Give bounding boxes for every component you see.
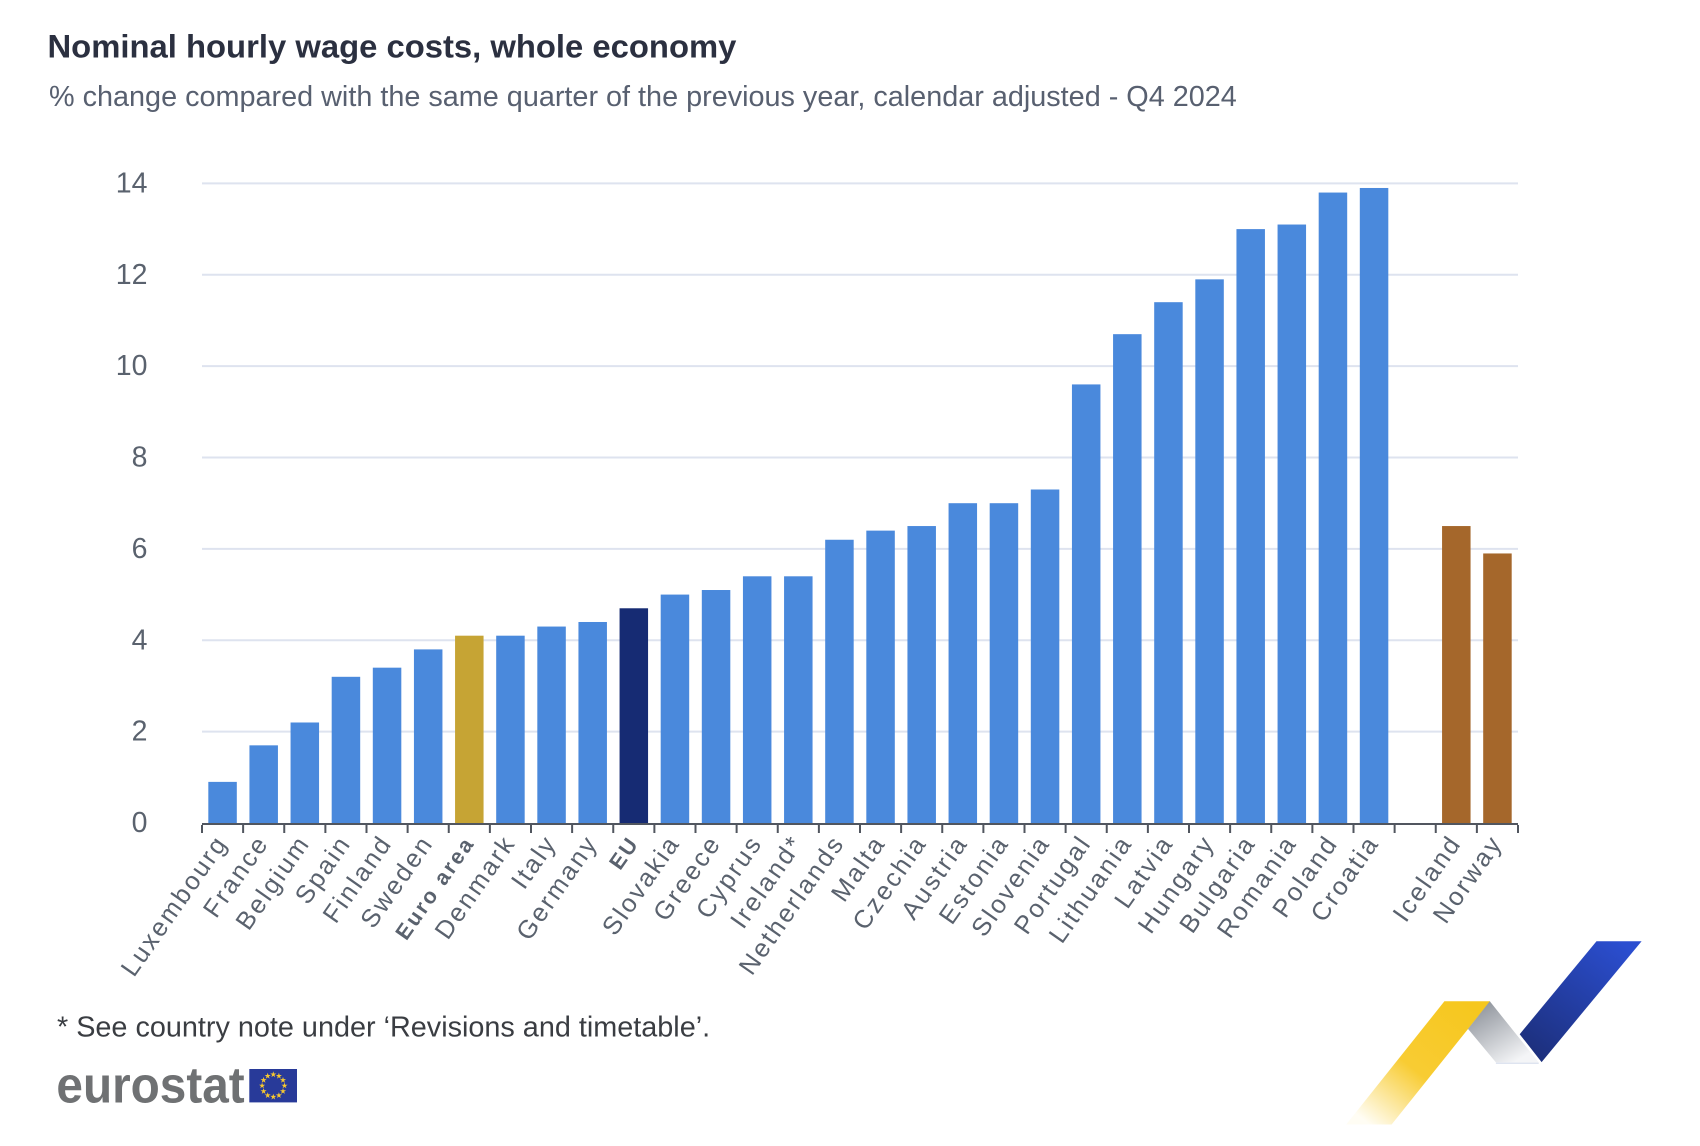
svg-text:2: 2 xyxy=(132,716,148,748)
svg-text:eurostat: eurostat xyxy=(56,1057,244,1114)
svg-text:12: 12 xyxy=(116,259,148,291)
svg-text:% change compared with the sam: % change compared with the same quarter … xyxy=(49,81,1237,113)
svg-text:0: 0 xyxy=(132,807,148,839)
svg-text:6: 6 xyxy=(132,533,148,565)
svg-text:14: 14 xyxy=(116,167,148,199)
svg-text:Nominal hourly wage costs, who: Nominal hourly wage costs, whole economy xyxy=(48,28,738,65)
svg-text:4: 4 xyxy=(132,624,148,656)
svg-text:10: 10 xyxy=(116,350,148,382)
svg-text:8: 8 xyxy=(132,442,148,474)
svg-text:* See country note under ‘Revi: * See country note under ‘Revisions and … xyxy=(57,1012,710,1044)
